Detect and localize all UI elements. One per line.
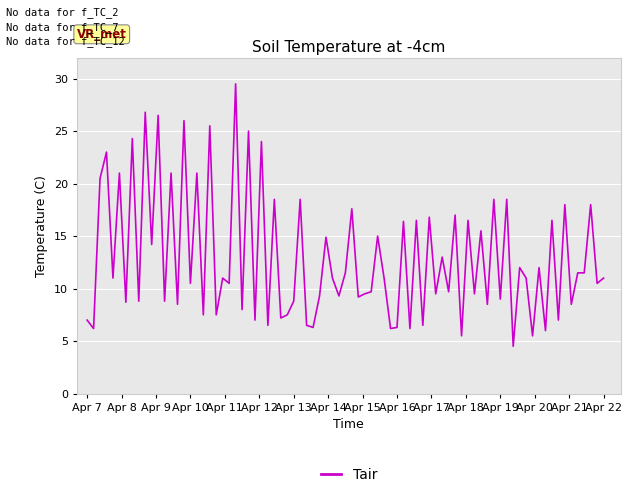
Legend: Tair: Tair (315, 462, 383, 480)
Text: VR_met: VR_met (77, 28, 127, 41)
Text: No data for f_TC_12: No data for f_TC_12 (6, 36, 125, 47)
Y-axis label: Temperature (C): Temperature (C) (35, 175, 48, 276)
Text: No data for f_TC_7: No data for f_TC_7 (6, 22, 119, 33)
X-axis label: Time: Time (333, 418, 364, 431)
Text: No data for f_TC_2: No data for f_TC_2 (6, 7, 119, 18)
Title: Soil Temperature at -4cm: Soil Temperature at -4cm (252, 40, 445, 55)
